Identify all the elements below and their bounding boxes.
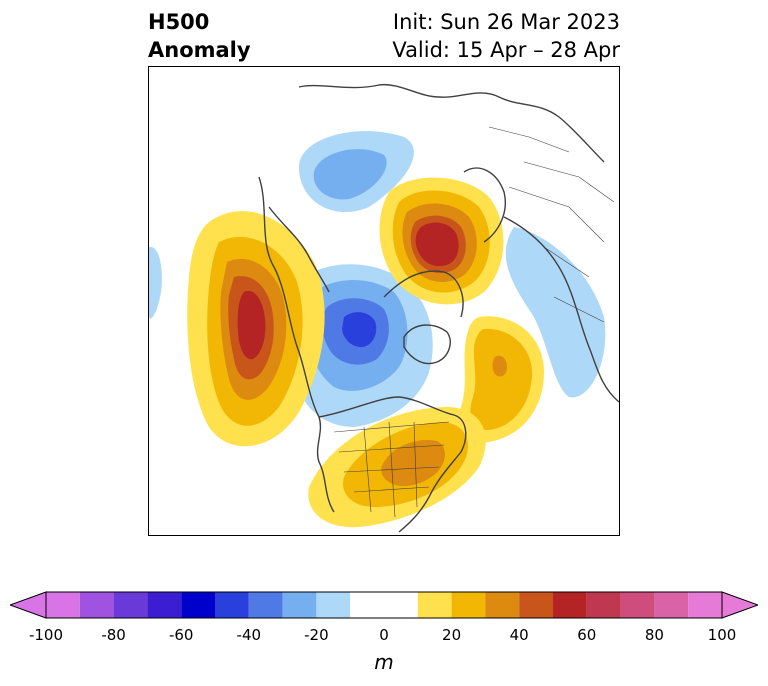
colorbar-bin [79, 592, 114, 618]
colorbar-bin [215, 592, 249, 618]
colorbar-tick-label: 40 [509, 626, 529, 644]
colorbar-bin [147, 592, 182, 618]
colorbar-bins [46, 592, 722, 618]
colorbar-tick-label: -80 [101, 626, 126, 644]
colorbar-tick-label: -40 [236, 626, 262, 644]
colorbar-bin [113, 592, 148, 618]
negative-anomaly-canada [290, 264, 433, 427]
colorbar-bin [654, 592, 689, 618]
colorbar-bin [519, 592, 553, 618]
colorbar-bin [316, 592, 351, 618]
colorbar-bin [620, 592, 655, 618]
colorbar-tick-label: -60 [168, 626, 194, 644]
negative-anomaly-middle-east [505, 227, 606, 398]
colorbar-tick-label: 80 [644, 626, 664, 644]
colorbar-bin [586, 592, 621, 618]
colorbar-tick-label: 60 [577, 626, 597, 644]
map-title: H500 Anomaly [148, 8, 251, 64]
colorbar-outline [45, 591, 723, 619]
colorbar-bin [553, 592, 587, 618]
coastlines [258, 83, 619, 533]
colorbar-bin [451, 592, 486, 618]
colorbar-bin [417, 592, 452, 618]
us-state-borders [333, 421, 450, 518]
colorbar [10, 591, 758, 619]
valid-range: Valid: 15 Apr – 28 Apr [392, 38, 620, 62]
colorbar-bin [282, 592, 317, 618]
positive-anomaly-europe [379, 177, 504, 305]
forecast-dates: Init: Sun 26 Mar 2023 Valid: 15 Apr – 28… [392, 8, 620, 64]
positive-anomaly-atlantic [459, 316, 544, 443]
colorbar-tick-label: 100 [707, 626, 737, 644]
colorbar-bin [248, 592, 283, 618]
negative-anomaly-siberia [299, 131, 414, 213]
colorbar-bin [350, 592, 418, 618]
colorbar-extend-max [721, 591, 758, 619]
colorbar-tick-label: -100 [28, 626, 64, 644]
eurasia-borders [488, 126, 615, 323]
positive-anomaly-eastern-us [308, 407, 486, 528]
init-date: Init: Sun 26 Mar 2023 [392, 10, 620, 34]
positive-anomaly-pacific [187, 211, 325, 447]
field-name: H500 [148, 10, 210, 34]
colorbar-extend-min [10, 591, 47, 619]
anomaly-map [148, 66, 620, 536]
colorbar-units: m [374, 650, 394, 674]
field-kind: Anomaly [148, 38, 251, 62]
map-svg [149, 83, 619, 533]
colorbar-bin [688, 592, 722, 618]
colorbar-bin [485, 592, 520, 618]
colorbar-tick-label: 20 [442, 626, 462, 644]
negative-anomaly-pacific-edge [149, 246, 162, 319]
colorbar-tick-label: -20 [304, 626, 329, 644]
colorbar-bin [181, 592, 215, 618]
colorbar-tick-label: 0 [379, 626, 389, 644]
colorbar-bin [46, 592, 80, 618]
